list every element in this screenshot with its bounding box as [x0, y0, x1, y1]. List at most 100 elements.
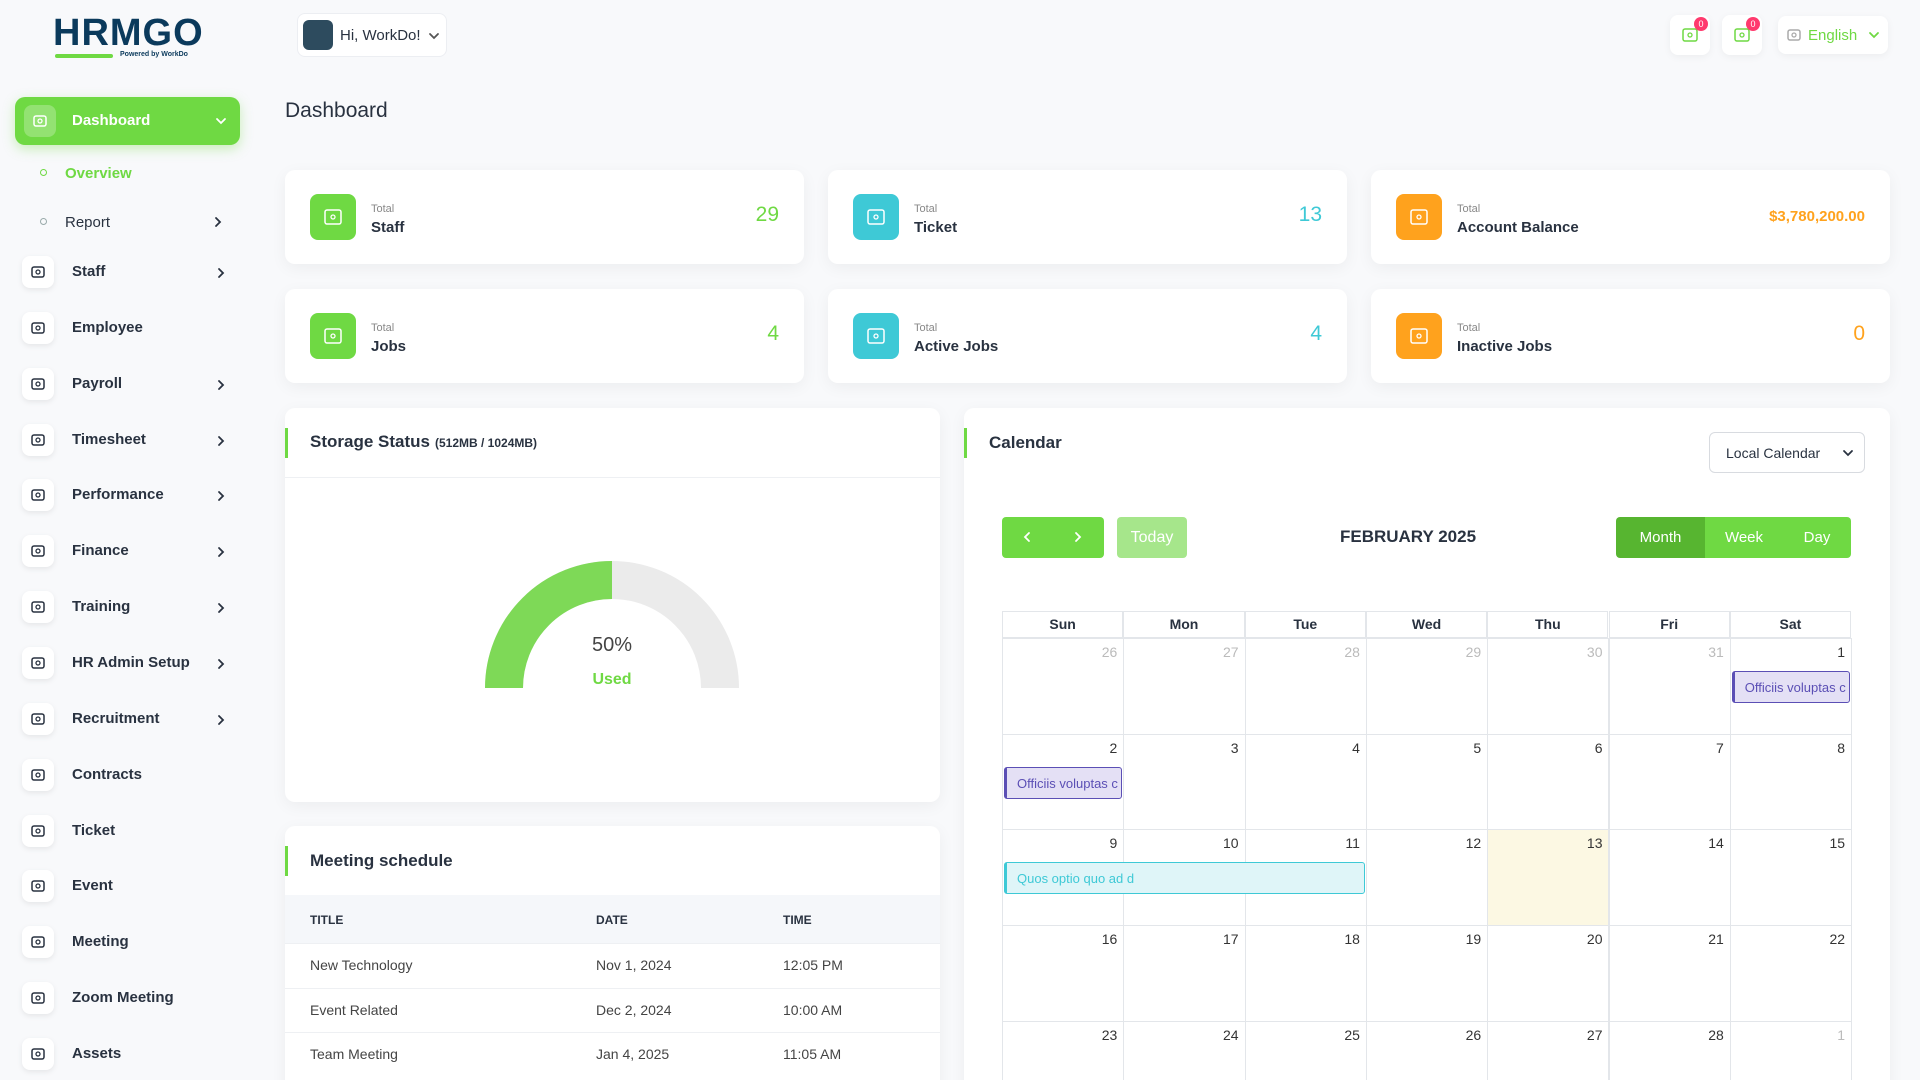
icon [31, 880, 45, 893]
menu-item[interactable]: HR Admin Setup [15, 643, 240, 683]
stat-caption: Total [914, 322, 938, 334]
view-button[interactable]: Day [1783, 517, 1851, 558]
notification-button[interactable]: 0 [1722, 15, 1762, 55]
icon [31, 489, 45, 502]
day-cell[interactable]: 5 [1365, 733, 1489, 831]
calendar-event[interactable]: Officiis voluptas c [1004, 766, 1123, 799]
icon [31, 657, 45, 669]
menu-item[interactable]: Contracts [15, 755, 240, 795]
menu-item[interactable]: Assets [15, 1034, 240, 1074]
day-cell[interactable]: 26 [1002, 638, 1125, 735]
day-cell[interactable]: 27 [1487, 1020, 1610, 1080]
menu-item[interactable]: Ticket [15, 811, 240, 851]
icon [867, 209, 885, 225]
stat-icon [1396, 194, 1442, 240]
submenu-item[interactable]: Overview [30, 159, 240, 187]
submenu-item[interactable]: Report [30, 208, 240, 236]
stat-card: Total Staff 29 [285, 170, 804, 264]
notification-button[interactable]: 0 [1670, 15, 1710, 55]
menu-item[interactable]: Finance [15, 531, 240, 571]
day-cell[interactable]: 14 [1608, 829, 1731, 927]
day-cell[interactable]: 21 [1608, 925, 1731, 1022]
menu-label: Assets [72, 1044, 122, 1062]
menu-item-active[interactable]: Dashboard [15, 97, 240, 145]
view-button[interactable]: Month [1616, 517, 1705, 558]
stat-value: 0 [1853, 322, 1865, 345]
day-cell[interactable]: 23 [1002, 1020, 1125, 1080]
day-cell[interactable]: 15 [1729, 829, 1853, 927]
logo-underline [55, 54, 113, 58]
stat-caption: Total [371, 322, 395, 334]
day-cell[interactable]: 24 [1123, 1020, 1246, 1080]
day-cell[interactable]: 3 [1123, 733, 1246, 831]
day-cell[interactable]: 26 [1365, 1020, 1489, 1080]
chevron [218, 268, 225, 278]
menu-icon [22, 367, 54, 400]
language-selector[interactable]: English [1778, 16, 1888, 54]
day-number: 15 [1829, 835, 1846, 852]
day-cell[interactable]: 1 [1729, 1020, 1853, 1080]
day-cell[interactable]: 25 [1244, 1020, 1367, 1080]
day-cell[interactable]: 22 [1729, 925, 1853, 1022]
menu-item[interactable]: Zoom Meeting [15, 978, 240, 1018]
day-number: 18 [1344, 931, 1360, 948]
menu-item[interactable]: Performance [15, 475, 240, 515]
page-title: Dashboard [285, 99, 388, 122]
today-button[interactable]: Today [1117, 517, 1187, 558]
table-cell: Nov 1, 2024 [596, 957, 672, 973]
day-number: 13 [1586, 835, 1603, 852]
day-number: 16 [1101, 931, 1118, 948]
meeting-card: Meeting schedule TITLE DATE TIME New Technol… [285, 826, 940, 1080]
icon-shape [1410, 209, 1428, 225]
icon-shape [1410, 328, 1428, 344]
view-button[interactable]: Week [1705, 517, 1783, 558]
day-cell[interactable]: 19 [1365, 925, 1489, 1022]
submenu-label: Overview [65, 165, 132, 182]
day-cell[interactable]: 31 [1608, 638, 1731, 735]
icon [324, 328, 342, 344]
column-header: TITLE [310, 913, 344, 927]
day-cell[interactable]: 18 [1244, 925, 1367, 1022]
calendar-event[interactable]: Officiis voluptas c [1731, 671, 1851, 703]
day-cell[interactable]: 28 [1244, 638, 1367, 735]
nav-button[interactable] [1002, 517, 1053, 558]
day-cell[interactable]: 17 [1123, 925, 1246, 1022]
menu-item[interactable]: Timesheet [15, 420, 240, 460]
icon [867, 328, 885, 344]
icon-dot [1791, 32, 1797, 38]
menu-icon [22, 814, 54, 847]
calendar-event[interactable]: Quos optio quo ad d [1004, 862, 1365, 895]
icon-dot [35, 660, 41, 666]
day-cell[interactable]: 8 [1729, 733, 1853, 831]
weekday-header: Fri [1608, 611, 1730, 638]
chevron-path [429, 33, 439, 40]
day-cell[interactable]: 30 [1487, 638, 1610, 735]
day-cell[interactable]: 6 [1487, 733, 1610, 831]
day-cell[interactable]: 29 [1365, 638, 1489, 735]
day-number: 6 [1594, 739, 1603, 756]
day-cell[interactable]: 20 [1487, 925, 1610, 1022]
menu-item[interactable]: Training [15, 587, 240, 627]
day-cell[interactable]: 4 [1244, 733, 1367, 831]
day-cell[interactable]: 13 [1487, 829, 1610, 927]
stat-label: Account Balance [1457, 219, 1579, 236]
menu-item[interactable]: Employee [15, 308, 240, 348]
icon-dot [35, 995, 41, 1001]
menu-item[interactable]: Recruitment [15, 699, 240, 739]
weekday-header: Mon [1123, 611, 1245, 638]
menu-item[interactable]: Event [15, 866, 240, 906]
menu-item[interactable]: Payroll [15, 364, 240, 404]
logo-tagline: Powered by WorkDo [120, 51, 188, 58]
menu-label: Payroll [72, 374, 123, 392]
day-cell[interactable]: 16 [1002, 925, 1125, 1022]
nav-button[interactable] [1053, 517, 1104, 558]
icon-shape [867, 209, 885, 225]
day-cell[interactable]: 27 [1123, 638, 1246, 735]
day-cell[interactable]: 28 [1608, 1020, 1731, 1080]
day-cell[interactable]: 12 [1365, 829, 1489, 927]
day-cell[interactable]: 7 [1608, 733, 1731, 831]
menu-item[interactable]: Meeting [15, 922, 240, 962]
menu-item[interactable]: Staff [15, 252, 240, 292]
calendar-source[interactable]: Local Calendar [1709, 432, 1865, 473]
user-menu[interactable]: Hi, WorkDo! [297, 13, 447, 57]
